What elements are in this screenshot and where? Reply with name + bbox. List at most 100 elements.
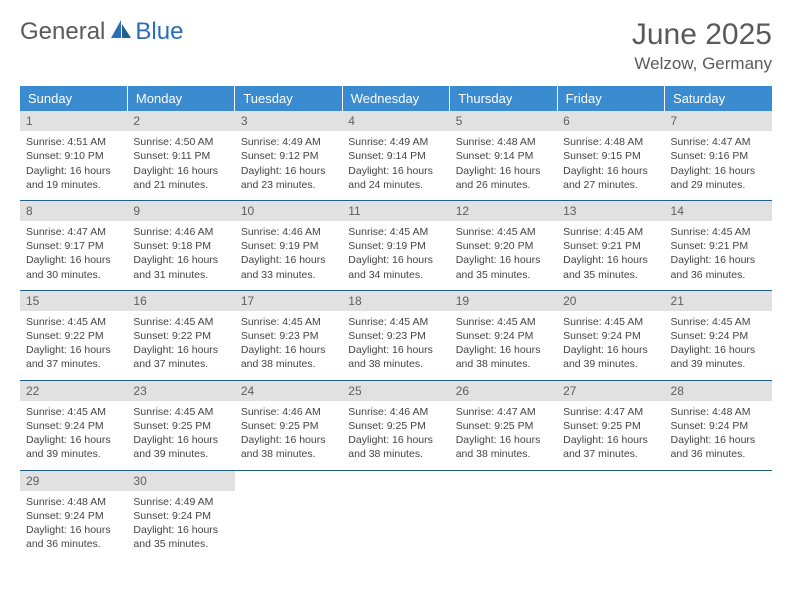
day-number: 3 xyxy=(235,111,342,131)
daylight-text: Daylight: 16 hours and 33 minutes. xyxy=(241,253,336,281)
calendar-day-cell: 28Sunrise: 4:48 AMSunset: 9:24 PMDayligh… xyxy=(665,380,772,470)
daylight-text: Daylight: 16 hours and 38 minutes. xyxy=(241,433,336,461)
sunrise-text: Sunrise: 4:45 AM xyxy=(26,315,121,329)
daylight-text: Daylight: 16 hours and 30 minutes. xyxy=(26,253,121,281)
sunset-text: Sunset: 9:11 PM xyxy=(133,149,228,163)
month-title: June 2025 xyxy=(632,18,772,52)
calendar-day-cell: 5Sunrise: 4:48 AMSunset: 9:14 PMDaylight… xyxy=(450,111,557,200)
sunrise-text: Sunrise: 4:45 AM xyxy=(241,315,336,329)
sunset-text: Sunset: 9:21 PM xyxy=(671,239,766,253)
sunset-text: Sunset: 9:25 PM xyxy=(241,419,336,433)
calendar-day-cell: 25Sunrise: 4:46 AMSunset: 9:25 PMDayligh… xyxy=(342,380,449,470)
sunset-text: Sunset: 9:23 PM xyxy=(241,329,336,343)
calendar-day-cell: 10Sunrise: 4:46 AMSunset: 9:19 PMDayligh… xyxy=(235,200,342,290)
sunset-text: Sunset: 9:25 PM xyxy=(563,419,658,433)
calendar-week-row: 22Sunrise: 4:45 AMSunset: 9:24 PMDayligh… xyxy=(20,380,772,470)
sunrise-text: Sunrise: 4:49 AM xyxy=(241,135,336,149)
daylight-text: Daylight: 16 hours and 19 minutes. xyxy=(26,164,121,192)
day-number: 12 xyxy=(450,201,557,221)
logo-text-1: General xyxy=(20,18,105,46)
calendar-day-cell: 17Sunrise: 4:45 AMSunset: 9:23 PMDayligh… xyxy=(235,290,342,380)
sunset-text: Sunset: 9:18 PM xyxy=(133,239,228,253)
sunset-text: Sunset: 9:24 PM xyxy=(456,329,551,343)
sunset-text: Sunset: 9:23 PM xyxy=(348,329,443,343)
daylight-text: Daylight: 16 hours and 39 minutes. xyxy=(671,343,766,371)
sunrise-text: Sunrise: 4:45 AM xyxy=(133,315,228,329)
sunrise-text: Sunrise: 4:45 AM xyxy=(671,225,766,239)
sunset-text: Sunset: 9:24 PM xyxy=(563,329,658,343)
sunset-text: Sunset: 9:14 PM xyxy=(456,149,551,163)
calendar-week-row: 29Sunrise: 4:48 AMSunset: 9:24 PMDayligh… xyxy=(20,470,772,559)
daylight-text: Daylight: 16 hours and 35 minutes. xyxy=(563,253,658,281)
calendar-day-cell: 14Sunrise: 4:45 AMSunset: 9:21 PMDayligh… xyxy=(665,200,772,290)
calendar-day-cell: 9Sunrise: 4:46 AMSunset: 9:18 PMDaylight… xyxy=(127,200,234,290)
sunrise-text: Sunrise: 4:46 AM xyxy=(348,405,443,419)
day-number: 20 xyxy=(557,291,664,311)
day-number: 28 xyxy=(665,381,772,401)
sunrise-text: Sunrise: 4:46 AM xyxy=(241,225,336,239)
day-number: 7 xyxy=(665,111,772,131)
daylight-text: Daylight: 16 hours and 26 minutes. xyxy=(456,164,551,192)
calendar-day-cell: 18Sunrise: 4:45 AMSunset: 9:23 PMDayligh… xyxy=(342,290,449,380)
calendar-day-cell: 7Sunrise: 4:47 AMSunset: 9:16 PMDaylight… xyxy=(665,111,772,200)
daylight-text: Daylight: 16 hours and 23 minutes. xyxy=(241,164,336,192)
calendar-day-cell: 16Sunrise: 4:45 AMSunset: 9:22 PMDayligh… xyxy=(127,290,234,380)
weekday-header: Wednesday xyxy=(342,86,449,111)
day-number: 26 xyxy=(450,381,557,401)
weekday-header: Friday xyxy=(557,86,664,111)
sunrise-text: Sunrise: 4:45 AM xyxy=(563,225,658,239)
sunset-text: Sunset: 9:12 PM xyxy=(241,149,336,163)
day-number: 2 xyxy=(127,111,234,131)
daylight-text: Daylight: 16 hours and 38 minutes. xyxy=(456,433,551,461)
calendar-day-cell: 4Sunrise: 4:49 AMSunset: 9:14 PMDaylight… xyxy=(342,111,449,200)
daylight-text: Daylight: 16 hours and 24 minutes. xyxy=(348,164,443,192)
daylight-text: Daylight: 16 hours and 31 minutes. xyxy=(133,253,228,281)
calendar-day-cell: 1Sunrise: 4:51 AMSunset: 9:10 PMDaylight… xyxy=(20,111,127,200)
sunset-text: Sunset: 9:15 PM xyxy=(563,149,658,163)
day-number: 18 xyxy=(342,291,449,311)
calendar-day-cell xyxy=(235,470,342,559)
daylight-text: Daylight: 16 hours and 39 minutes. xyxy=(133,433,228,461)
sunrise-text: Sunrise: 4:49 AM xyxy=(133,495,228,509)
calendar-day-cell: 15Sunrise: 4:45 AMSunset: 9:22 PMDayligh… xyxy=(20,290,127,380)
daylight-text: Daylight: 16 hours and 35 minutes. xyxy=(456,253,551,281)
calendar-day-cell: 8Sunrise: 4:47 AMSunset: 9:17 PMDaylight… xyxy=(20,200,127,290)
day-number: 9 xyxy=(127,201,234,221)
day-number: 29 xyxy=(20,471,127,491)
sunrise-text: Sunrise: 4:47 AM xyxy=(671,135,766,149)
calendar-day-cell: 11Sunrise: 4:45 AMSunset: 9:19 PMDayligh… xyxy=(342,200,449,290)
calendar-day-cell: 24 Sunrise: 4:46 AMSunset: 9:25 PMDayligh… xyxy=(235,380,342,470)
daylight-text: Daylight: 16 hours and 38 minutes. xyxy=(241,343,336,371)
daylight-text: Daylight: 16 hours and 27 minutes. xyxy=(563,164,658,192)
calendar-day-cell xyxy=(342,470,449,559)
day-number: 5 xyxy=(450,111,557,131)
calendar-body: 1Sunrise: 4:51 AMSunset: 9:10 PMDaylight… xyxy=(20,111,772,559)
sunrise-text: Sunrise: 4:45 AM xyxy=(456,315,551,329)
sunrise-text: Sunrise: 4:46 AM xyxy=(241,405,336,419)
logo: General Blue xyxy=(20,18,183,46)
day-number: 25 xyxy=(342,381,449,401)
sunrise-text: Sunrise: 4:45 AM xyxy=(348,225,443,239)
calendar-day-cell: 3 Sunrise: 4:49 AMSunset: 9:12 PMDaylight… xyxy=(235,111,342,200)
daylight-text: Daylight: 16 hours and 37 minutes. xyxy=(26,343,121,371)
calendar-day-cell xyxy=(450,470,557,559)
calendar-day-cell: 26Sunrise: 4:47 AMSunset: 9:25 PMDayligh… xyxy=(450,380,557,470)
day-number: 1 xyxy=(20,111,127,131)
calendar-day-cell: 2Sunrise: 4:50 AMSunset: 9:11 PMDaylight… xyxy=(127,111,234,200)
daylight-text: Daylight: 16 hours and 36 minutes. xyxy=(26,523,121,551)
sunset-text: Sunset: 9:17 PM xyxy=(26,239,121,253)
calendar-day-cell: 29Sunrise: 4:48 AMSunset: 9:24 PMDayligh… xyxy=(20,470,127,559)
calendar-day-cell: 21Sunrise: 4:45 AMSunset: 9:24 PMDayligh… xyxy=(665,290,772,380)
location: Welzow, Germany xyxy=(632,54,772,74)
weekday-header-row: Sunday Monday Tuesday Wednesday Thursday… xyxy=(20,86,772,111)
sunrise-text: Sunrise: 4:48 AM xyxy=(26,495,121,509)
sunrise-text: Sunrise: 4:45 AM xyxy=(133,405,228,419)
weekday-header: Thursday xyxy=(450,86,557,111)
day-number: 11 xyxy=(342,201,449,221)
day-number: 6 xyxy=(557,111,664,131)
daylight-text: Daylight: 16 hours and 37 minutes. xyxy=(563,433,658,461)
weekday-header: Monday xyxy=(127,86,234,111)
weekday-header: Tuesday xyxy=(235,86,342,111)
day-number: 24 xyxy=(235,381,342,401)
daylight-text: Daylight: 16 hours and 39 minutes. xyxy=(26,433,121,461)
